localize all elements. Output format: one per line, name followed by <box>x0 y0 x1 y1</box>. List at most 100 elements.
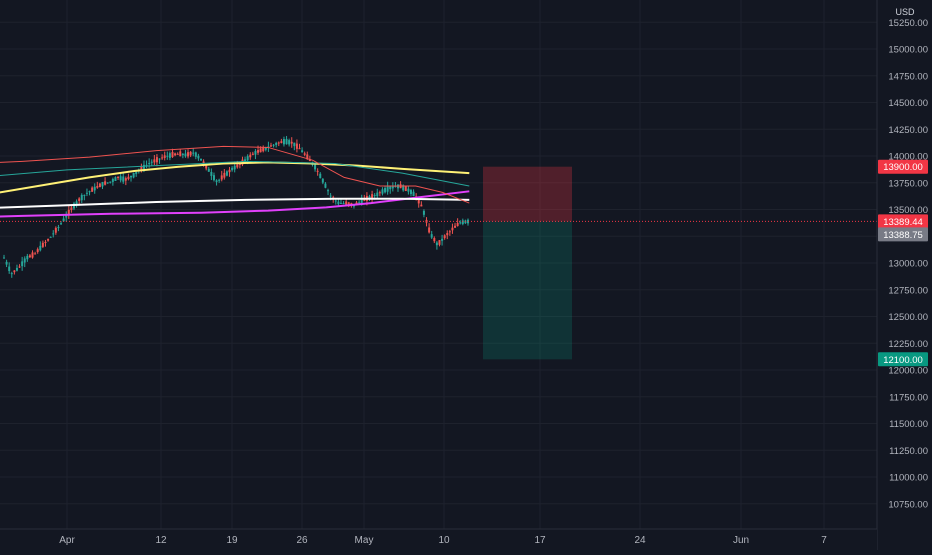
price-tick-label: 11500.00 <box>889 419 928 430</box>
time-tick-label: 19 <box>226 535 238 546</box>
time-tick-label: 7 <box>821 535 827 546</box>
risk-zone[interactable] <box>483 166 572 222</box>
candle-body <box>91 187 94 192</box>
candle-body <box>93 186 96 191</box>
candle-body <box>207 168 210 172</box>
candle-body <box>435 242 438 246</box>
price-label-text-target: 12100.00 <box>883 355 923 366</box>
candle-body <box>111 179 114 182</box>
candle-body <box>83 194 86 196</box>
candle-body <box>433 238 436 242</box>
candle-body <box>378 192 381 194</box>
candle-body <box>249 154 252 158</box>
candle-body <box>381 189 384 194</box>
candle-body <box>119 176 122 181</box>
candle-body <box>28 255 31 258</box>
candle-body <box>135 171 138 174</box>
candle-body <box>3 257 5 259</box>
candle-body <box>324 183 327 188</box>
candle-body <box>303 153 306 155</box>
candle-body <box>21 261 24 267</box>
candle-body <box>153 159 156 163</box>
candle-body <box>18 266 21 268</box>
candle-body <box>233 165 236 170</box>
candle-body <box>166 155 169 157</box>
candle-body <box>75 201 78 205</box>
candle-body <box>15 267 18 271</box>
candle-body <box>345 201 348 205</box>
price-tick-label: 14250.00 <box>888 125 928 136</box>
indicator-line <box>0 197 470 209</box>
time-axis[interactable] <box>0 529 877 550</box>
candle-body <box>47 239 50 241</box>
time-tick-label: May <box>355 535 374 546</box>
candle-body <box>60 223 63 225</box>
candle-body <box>171 151 174 158</box>
candle-body <box>438 240 441 245</box>
candle-body <box>428 227 431 233</box>
candle-body <box>228 169 231 173</box>
price-axis[interactable] <box>877 0 932 550</box>
grid <box>0 0 877 529</box>
candle-body <box>459 222 462 224</box>
candle-body <box>70 207 73 211</box>
candle-body <box>246 156 249 161</box>
candle-body <box>80 194 83 201</box>
candle-body <box>407 188 410 192</box>
candle-body <box>358 202 361 204</box>
price-tick-label: 14500.00 <box>888 98 928 109</box>
candle-body <box>132 173 135 178</box>
candle-body <box>26 255 29 260</box>
price-label-text-stop: 13900.00 <box>883 162 923 173</box>
candle-body <box>386 186 389 192</box>
candle-body <box>461 220 464 225</box>
time-tick-label: 12 <box>155 535 167 546</box>
price-label-current <box>878 214 928 229</box>
candle-body <box>288 140 291 145</box>
candle-body <box>62 218 65 222</box>
candle-body <box>282 139 285 145</box>
time-tick-label: 26 <box>296 535 308 546</box>
position-tool[interactable] <box>483 166 572 360</box>
time-tick-labels: Apr 12 19 26 May 10 17 24 Jun 7 <box>59 535 827 546</box>
candle-body <box>412 191 415 197</box>
candle-body <box>454 225 457 228</box>
candle-body <box>5 261 8 265</box>
candle-body <box>127 176 130 180</box>
candle-body <box>117 176 120 179</box>
candle-body <box>176 153 179 155</box>
candle-body <box>244 159 247 162</box>
candle-body <box>329 195 332 197</box>
price-label-text-current: 13389.44 <box>883 217 923 228</box>
candle-body <box>13 270 16 273</box>
candle-body <box>347 202 350 205</box>
time-tick-label: 17 <box>534 535 546 546</box>
price-tick-label: 13500.00 <box>888 205 928 216</box>
candle-body <box>280 141 283 143</box>
candle-body <box>391 185 394 189</box>
candle-body <box>277 142 280 144</box>
time-tick-label: 10 <box>438 535 450 546</box>
price-tick-label: 12000.00 <box>888 366 928 377</box>
candle-body <box>220 175 223 180</box>
candle-body <box>194 152 197 157</box>
candle-body <box>145 164 148 166</box>
reward-zone[interactable] <box>483 221 572 360</box>
currency-label: USD <box>895 7 915 17</box>
candle-body <box>339 202 342 204</box>
candle-body <box>225 171 228 176</box>
candle-body <box>446 233 449 236</box>
indicator-lines <box>0 145 470 218</box>
candle-body <box>52 233 55 235</box>
price-labels: 13900.00 13389.44 13388.75 12100.00 <box>878 159 928 367</box>
indicator-line <box>0 190 470 218</box>
candle-body <box>402 185 405 191</box>
candle-body <box>130 175 133 178</box>
candle-body <box>67 209 70 215</box>
candle-body <box>10 273 13 275</box>
candle-body <box>31 252 34 258</box>
time-tick-label: 24 <box>634 535 646 546</box>
candle-body <box>371 194 374 199</box>
candle-body <box>114 177 117 181</box>
